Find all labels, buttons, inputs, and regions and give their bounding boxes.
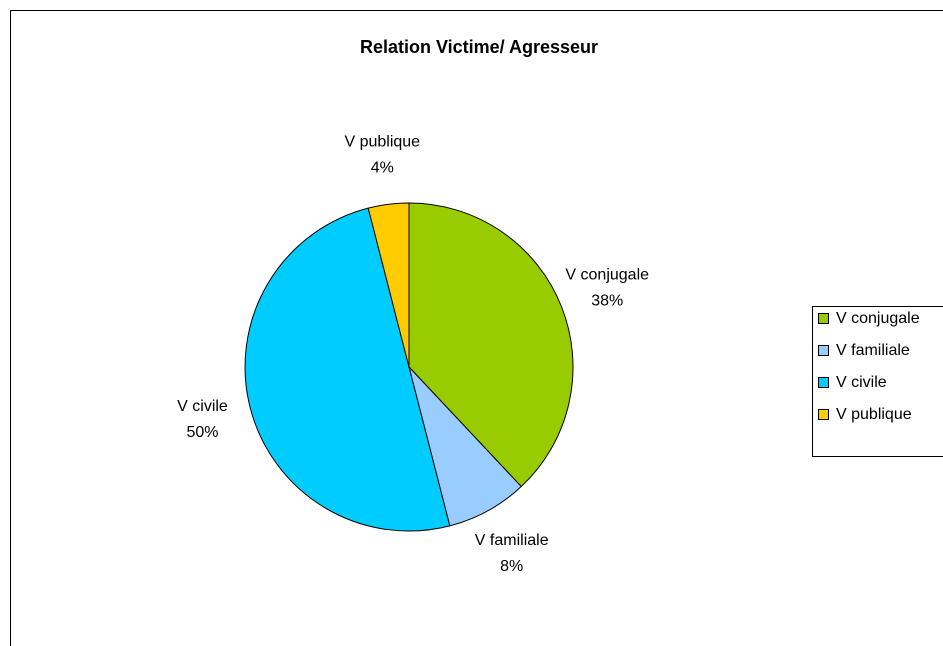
- slice-label-value: 8%: [500, 558, 523, 575]
- slice-label-value: 4%: [371, 160, 394, 177]
- slice-label-name: V civile: [177, 398, 228, 415]
- legend-swatch: [818, 313, 829, 324]
- legend-label: V conjugale: [836, 310, 920, 327]
- pie-slice: [244, 207, 451, 532]
- legend-label: V publique: [836, 406, 912, 423]
- slice-label-name: V conjugale: [565, 267, 649, 284]
- pie-slice: [408, 202, 574, 488]
- legend-swatch: [818, 345, 829, 356]
- chart-title: Relation Victime/ Agresseur: [360, 37, 598, 57]
- slice-label-name: V familiale: [475, 532, 549, 549]
- legend-swatch: [818, 377, 829, 388]
- legend-label: V civile: [836, 374, 887, 391]
- pie-slice: [367, 202, 410, 368]
- legend-swatch: [818, 409, 829, 420]
- legend-box: [812, 306, 943, 457]
- slice-label-value: 50%: [186, 424, 218, 441]
- legend-label: V familiale: [836, 342, 910, 359]
- slice-label-name: V publique: [344, 134, 420, 151]
- slice-label-value: 38%: [591, 293, 623, 310]
